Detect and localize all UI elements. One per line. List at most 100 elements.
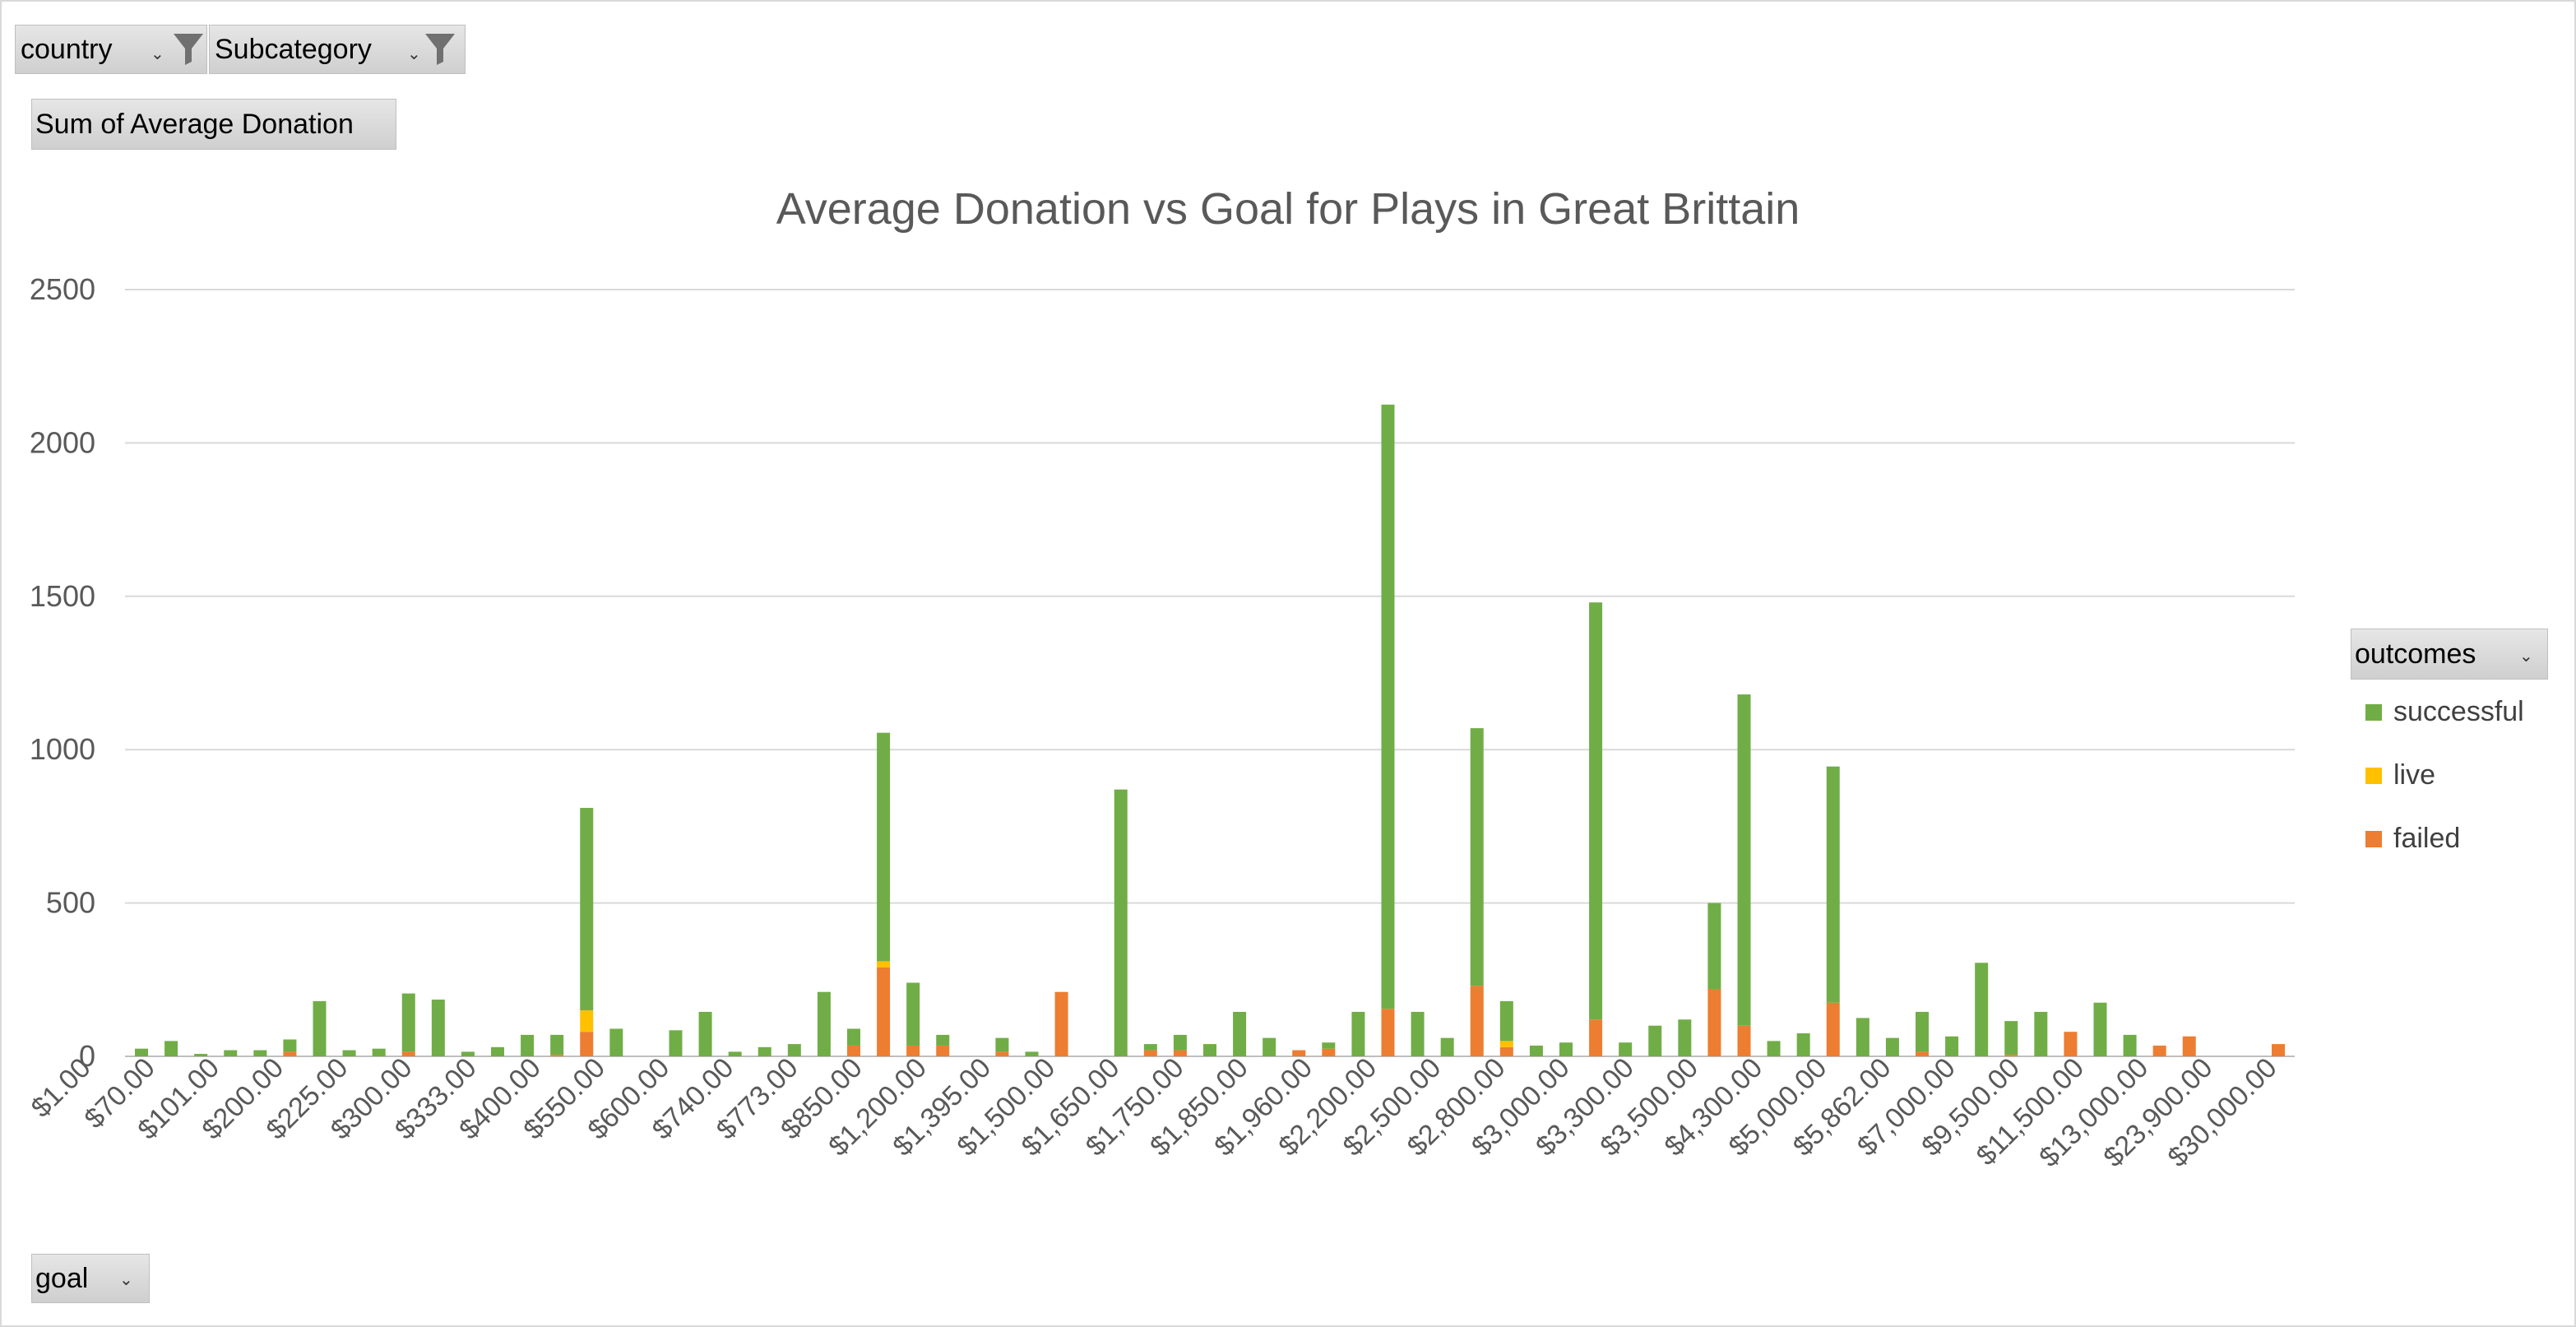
subcategory-filter-label: Subcategory [215,33,372,65]
bar-segment-successful [1648,1025,1662,1056]
bar-segment-failed [580,1032,594,1056]
bar-segment-successful [1796,1033,1810,1056]
dropdown-arrow-icon: ⌄ [2519,647,2533,666]
bar-segment-successful [2034,1011,2048,1056]
bar-segment-successful [1143,1044,1157,1051]
outcomes-legend-button[interactable]: outcomes ⌄ [2351,629,2548,680]
country-filter-label: country [21,33,113,65]
bar-segment-successful [669,1030,683,1056]
dropdown-arrow-icon: ⌄ [119,1271,133,1289]
bar-segment-successful [580,808,594,1011]
bar-segment-successful [283,1039,297,1052]
bar-segment-successful [1263,1037,1276,1056]
bar-segment-failed [1054,991,1068,1056]
legend-label-live: live [2393,759,2436,791]
y-tick-label: 0 [79,1039,95,1073]
bar-segment-successful [1559,1042,1573,1056]
bar-segment-successful [1707,902,1721,989]
bar-segment-successful [491,1046,504,1056]
y-tick-label: 2000 [30,425,95,459]
bar-segment-successful [521,1034,535,1056]
bar-segment-successful [1916,1011,1929,1052]
bar-segment-successful [1351,1011,1365,1056]
bar-segment-successful [1381,404,1395,1009]
bar-segment-successful [1678,1019,1692,1056]
bar-segment-successful [847,1028,860,1046]
bar-segment-successful [1529,1045,1543,1056]
bar-segment-failed [995,1051,1009,1056]
bar-segment-successful [1737,694,1751,1026]
bar-segment-successful [995,1037,1009,1052]
legend-item-failed: failed [2365,823,2460,855]
bar-segment-successful [1885,1037,1899,1056]
value-field-button[interactable]: Sum of Average Donation [31,99,396,150]
bar-segment-successful [1826,766,1840,1003]
bar-segment-failed [1292,1050,1306,1056]
subcategory-filter-button[interactable]: Subcategory ⌄ [209,25,466,74]
bar-segment-successful [2123,1034,2137,1056]
bar-segment-successful [1025,1051,1039,1056]
bar-segment-failed [1826,1002,1840,1056]
bar-segment-failed [2004,1055,2018,1056]
bar-segment-successful [2004,1021,2018,1056]
bar-segment-successful [461,1051,475,1056]
bar-segment-successful [1499,1000,1513,1042]
bar-segment-successful [1203,1044,1216,1056]
axis-field-label: goal [35,1262,89,1294]
bar-segment-failed [906,1045,920,1056]
bar-segment-failed [550,1055,564,1056]
bar-segment-failed [2272,1044,2285,1056]
bar-segment-successful [1233,1011,1247,1056]
bar-segment-successful [135,1048,148,1056]
bar-segment-failed [1916,1051,1929,1056]
bar-segment-live [1499,1041,1513,1047]
bar-segment-live [580,1010,594,1032]
bar-segment-failed [401,1051,415,1056]
dropdown-arrow-icon: ⌄ [407,45,421,63]
bar-segment-failed [1707,988,1721,1056]
bar-segment-failed [283,1051,297,1056]
bar-segment-successful [1975,963,1989,1056]
legend-item-successful: successful [2365,696,2524,728]
bar-segment-successful [224,1050,238,1056]
bar-segment-successful [817,991,831,1056]
bar-segment-successful [2093,1002,2107,1056]
bar-segment-successful [194,1054,208,1056]
bar-segment-successful [1589,602,1603,1020]
axis-field-button[interactable]: goal ⌄ [31,1254,150,1303]
legend-label-failed: failed [2393,823,2461,854]
bar-segment-successful [787,1044,801,1056]
bar-segment-failed [1143,1050,1157,1056]
bar-segment-successful [401,993,415,1052]
value-field-label: Sum of Average Donation [35,108,354,140]
bar-segment-successful [936,1034,950,1046]
bar-segment-successful [1440,1037,1454,1056]
bar-segment-failed [1589,1019,1603,1056]
bar-segment-successful [758,1046,771,1056]
legend-swatch-live [2365,767,2382,784]
bar-segment-successful [1767,1041,1781,1056]
bar-segment-failed [1322,1048,1336,1056]
filter-funnel-icon [425,34,455,65]
bar-segment-successful [1114,789,1128,1056]
bar-segment-successful [728,1051,742,1056]
bar-segment-failed [2182,1036,2196,1056]
bar-segment-successful [164,1041,178,1056]
bar-segment-successful [877,732,891,962]
country-filter-button[interactable]: country ⌄ [15,25,207,74]
bar-segment-successful [1173,1034,1187,1051]
bar-segment-successful [372,1048,386,1056]
bar-segment-failed [1381,1009,1395,1056]
legend-swatch-failed [2365,830,2382,847]
bar-segment-successful [550,1034,564,1056]
bar-segment-successful [431,1000,445,1056]
bar-segment-successful [342,1050,356,1056]
bar-segment-successful [313,1000,327,1056]
bar-segment-successful [1470,728,1484,986]
filter-funnel-icon [174,34,203,65]
bar-segment-successful [1945,1036,1959,1056]
bar-segment-failed [847,1045,860,1056]
legend-item-live: live [2365,759,2435,791]
